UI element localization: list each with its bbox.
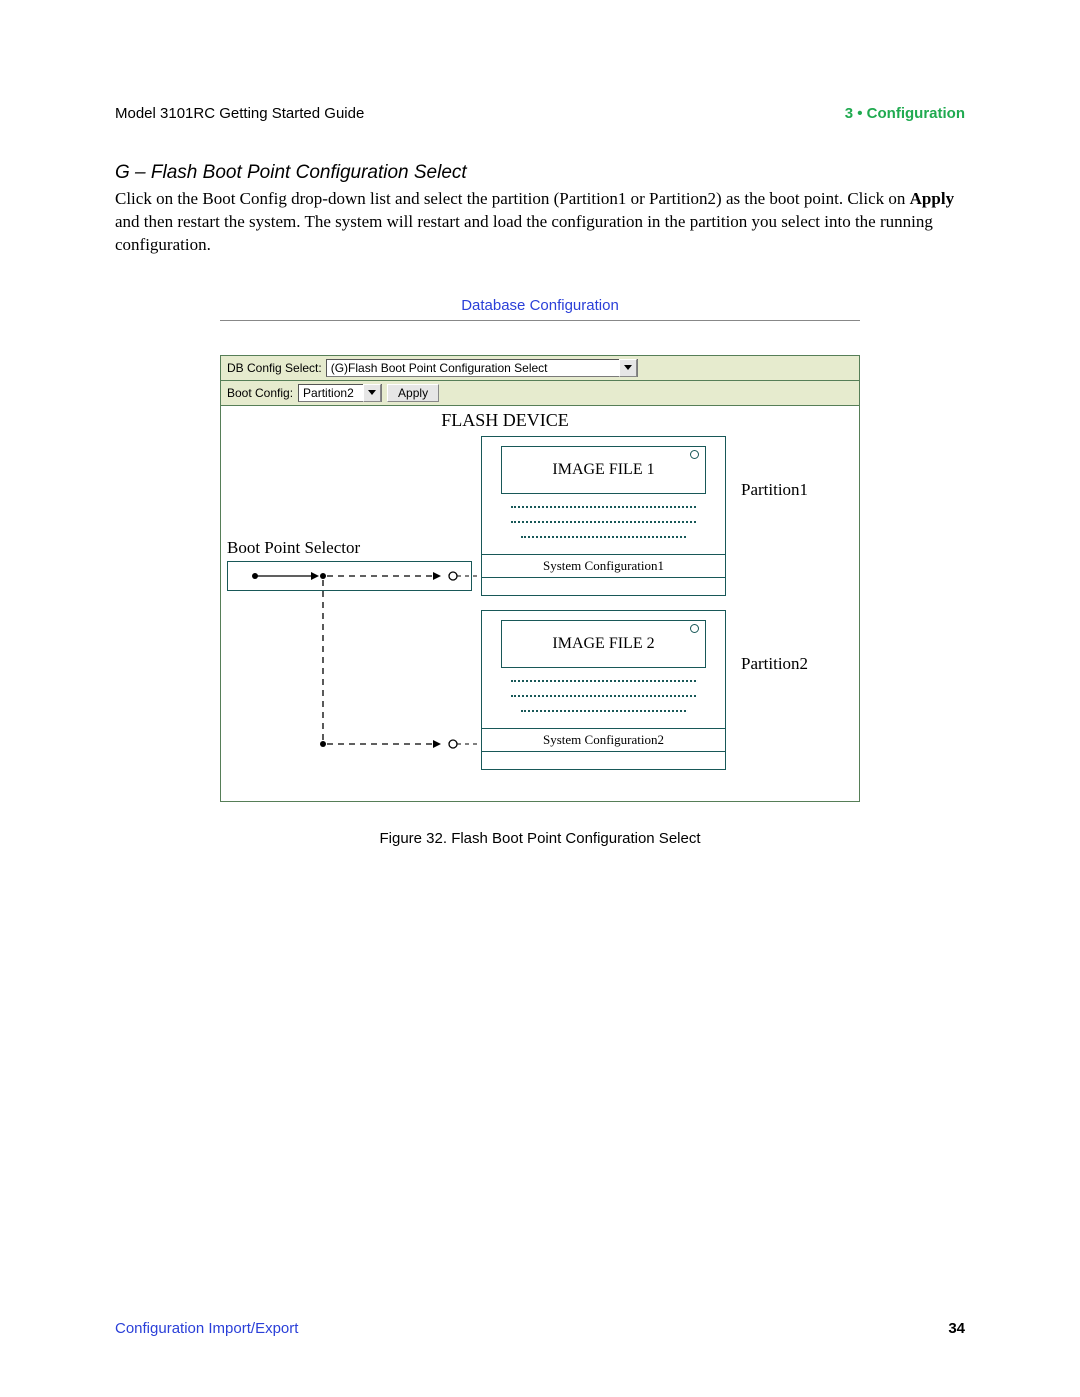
footer: Configuration Import/Export 34 (115, 1320, 965, 1337)
diagram-area: FLASH DEVICE IMAGE FILE 1 System Configu… (221, 406, 859, 801)
section-title: G – Flash Boot Point Configuration Selec… (115, 162, 965, 184)
boot-config-select[interactable]: Partition2 (298, 384, 382, 402)
db-config-label: DB Config Select: (227, 361, 322, 375)
body-text-a: Click on the Boot Config drop-down list … (115, 189, 910, 208)
boot-config-value: Partition2 (303, 386, 354, 400)
db-config-bar: DB Config Select: (G)Flash Boot Point Co… (221, 356, 859, 381)
db-config-value: (G)Flash Boot Point Configuration Select (331, 361, 548, 375)
boot-config-label: Boot Config: (227, 386, 293, 400)
figure-wrap: Database Configuration DB Config Select:… (115, 297, 965, 847)
panel-divider (220, 320, 860, 321)
chevron-down-icon[interactable] (619, 359, 637, 377)
panel-box: DB Config Select: (G)Flash Boot Point Co… (220, 355, 860, 802)
apply-word: Apply (910, 189, 954, 208)
figure-panel: Database Configuration DB Config Select:… (220, 297, 860, 802)
body-text-b: and then restart the system. The system … (115, 212, 933, 254)
db-config-select[interactable]: (G)Flash Boot Point Configuration Select (326, 359, 638, 377)
footer-page-number: 34 (948, 1320, 965, 1337)
panel-title: Database Configuration (220, 297, 860, 320)
selector-lines (221, 406, 861, 801)
body-paragraph: Click on the Boot Config drop-down list … (115, 188, 965, 257)
chevron-down-icon[interactable] (363, 384, 381, 402)
footer-left: Configuration Import/Export (115, 1320, 298, 1337)
boot-config-bar: Boot Config: Partition2 Apply (221, 381, 859, 406)
figure-caption: Figure 32. Flash Boot Point Configuratio… (220, 830, 860, 847)
header-right: 3 • Configuration (845, 105, 965, 122)
apply-button[interactable]: Apply (387, 384, 439, 402)
header-left: Model 3101RC Getting Started Guide (115, 105, 364, 122)
